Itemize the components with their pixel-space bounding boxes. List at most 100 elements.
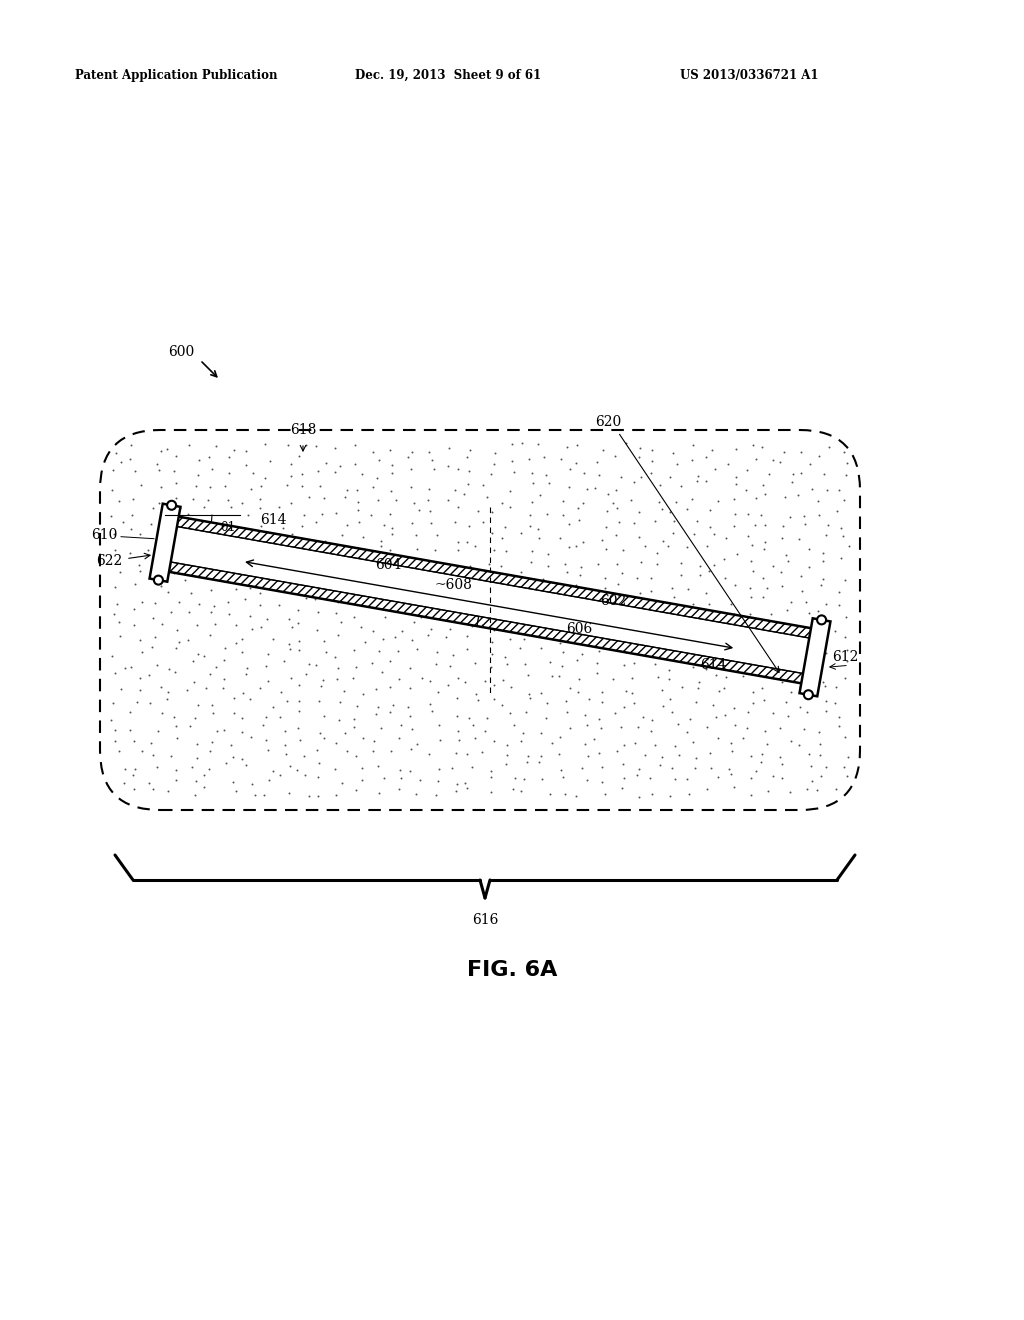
Point (777, 544, 794, 565)
Point (291, 445, 307, 466)
Point (771, 451, 787, 473)
Text: 612: 612 (831, 651, 858, 664)
Point (233, 642, 250, 663)
Point (105, 524, 122, 545)
Point (362, 504, 379, 525)
Point (626, 512, 642, 533)
Point (330, 657, 346, 678)
Point (204, 731, 220, 752)
Point (336, 536, 352, 557)
Point (461, 461, 477, 482)
Point (632, 437, 648, 458)
Point (482, 656, 499, 677)
Point (384, 455, 400, 477)
Point (196, 764, 212, 785)
Point (763, 603, 779, 624)
Point (742, 577, 759, 598)
Point (414, 667, 430, 688)
Polygon shape (150, 504, 180, 582)
Point (189, 550, 206, 572)
Point (486, 453, 503, 474)
Point (301, 785, 317, 807)
Point (127, 759, 143, 780)
Point (409, 639, 425, 660)
Point (171, 531, 187, 552)
Point (577, 705, 593, 726)
Point (451, 721, 467, 742)
Point (177, 569, 194, 590)
Point (291, 640, 307, 661)
Point (609, 741, 626, 762)
Point (314, 562, 331, 583)
Point (818, 479, 835, 500)
Point (534, 638, 550, 659)
Text: FIG. 6A: FIG. 6A (467, 960, 557, 979)
Point (313, 504, 330, 525)
Point (815, 672, 831, 693)
Point (544, 733, 560, 754)
Point (152, 492, 168, 513)
Point (679, 499, 695, 520)
Point (500, 619, 516, 640)
Point (671, 642, 687, 663)
Point (697, 659, 714, 680)
Point (257, 467, 273, 488)
Point (684, 640, 700, 661)
Point (185, 488, 202, 510)
Point (667, 768, 683, 789)
Point (159, 689, 175, 710)
Point (339, 515, 355, 536)
Point (354, 527, 371, 548)
Point (356, 566, 373, 587)
Point (426, 458, 442, 479)
Point (347, 746, 364, 767)
Point (117, 657, 133, 678)
Point (145, 744, 162, 766)
Point (724, 616, 740, 638)
Point (197, 565, 213, 586)
Point (759, 733, 775, 754)
Point (283, 755, 299, 776)
Point (781, 506, 798, 527)
Point (759, 577, 775, 598)
Point (238, 454, 254, 475)
Point (190, 449, 207, 470)
Point (216, 719, 232, 741)
Point (538, 618, 554, 639)
Point (252, 498, 268, 519)
Point (669, 491, 685, 512)
Point (591, 709, 607, 730)
Point (721, 759, 737, 780)
Point (783, 618, 800, 639)
Point (623, 490, 639, 511)
Point (815, 550, 831, 572)
Point (280, 434, 296, 455)
Point (551, 587, 567, 609)
Point (494, 694, 510, 715)
Point (234, 492, 251, 513)
Point (447, 742, 464, 763)
Point (244, 774, 260, 795)
Point (599, 484, 615, 506)
Point (642, 768, 658, 789)
Text: 604: 604 (376, 557, 402, 572)
Point (624, 632, 640, 653)
Point (409, 734, 425, 755)
Point (685, 731, 701, 752)
Point (207, 614, 223, 635)
Point (103, 479, 120, 500)
Point (332, 692, 348, 713)
Point (838, 569, 854, 590)
Point (257, 433, 273, 454)
Point (801, 557, 817, 578)
Point (484, 632, 501, 653)
Point (181, 602, 198, 623)
Point (327, 462, 343, 483)
Point (369, 568, 385, 589)
Point (642, 601, 658, 622)
Point (202, 664, 218, 685)
Point (201, 759, 217, 780)
Point (718, 667, 734, 688)
Point (642, 462, 658, 483)
Point (201, 446, 217, 467)
